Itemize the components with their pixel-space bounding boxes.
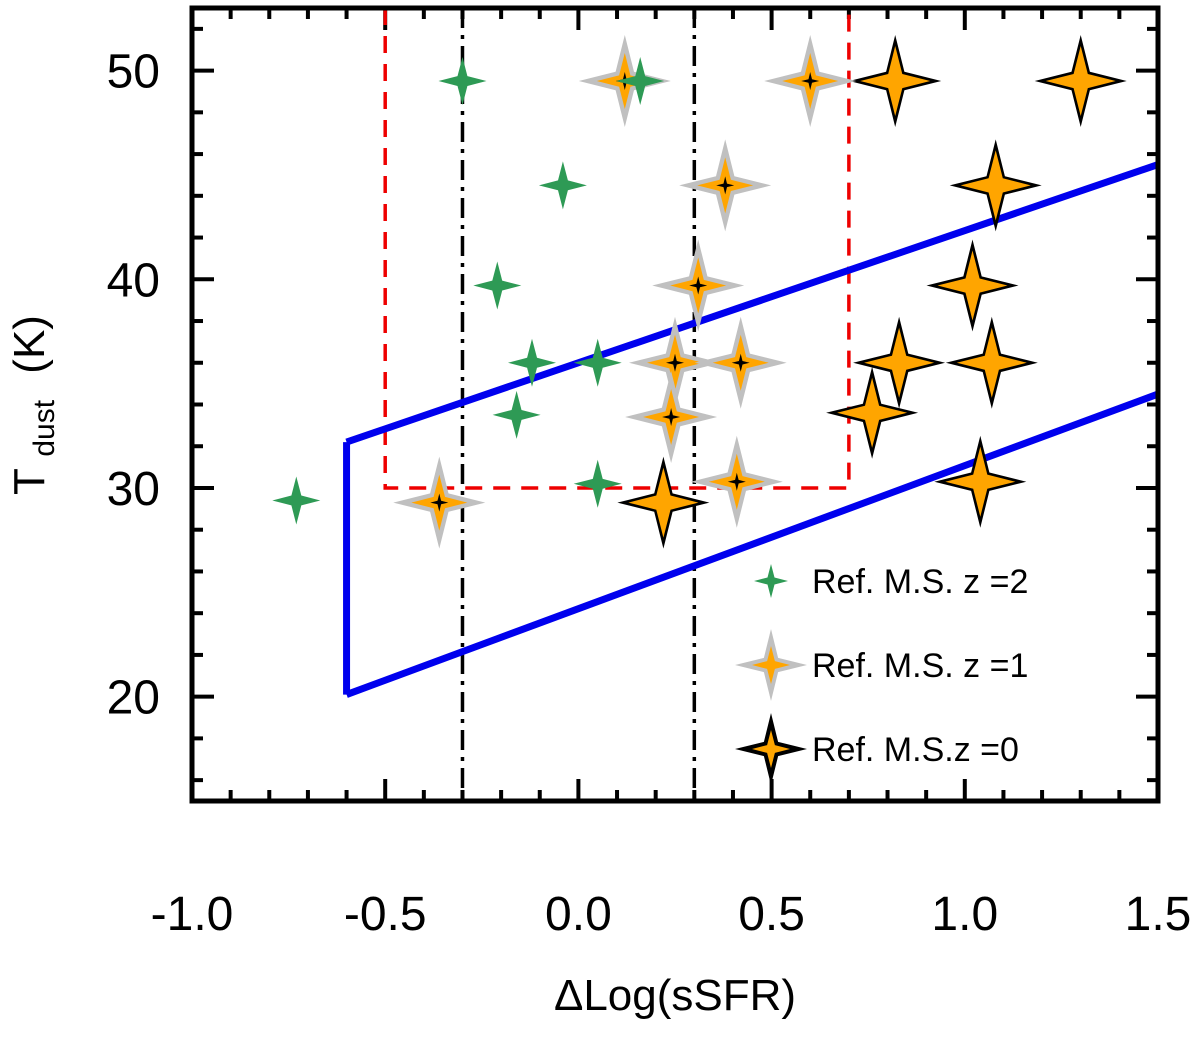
data-point — [694, 316, 787, 409]
data-point — [617, 456, 710, 549]
selection-box — [383, 8, 851, 490]
marker-fill — [628, 467, 699, 538]
data-point — [949, 139, 1042, 232]
marker-center — [801, 72, 820, 90]
data-point — [508, 338, 556, 387]
plot-frame — [189, 5, 1161, 804]
data-point — [679, 139, 772, 232]
region-line — [345, 390, 1160, 698]
data-point — [573, 459, 622, 508]
marker-fill — [945, 446, 1016, 517]
marker-star — [508, 338, 556, 387]
y-axis-title-sub: dust — [28, 399, 61, 456]
marker-center — [662, 408, 681, 426]
legend-label: Ref. M.S. z =1 — [812, 647, 1028, 685]
legend-marker — [754, 564, 788, 598]
marker-fill — [860, 46, 931, 116]
y-axis-title-unit: (K) — [5, 315, 54, 374]
data-points — [272, 35, 1127, 549]
data-point — [625, 371, 718, 463]
data-point — [492, 390, 541, 439]
data-point — [853, 316, 946, 409]
x-tick-label: -0.5 — [344, 888, 427, 941]
data-point — [438, 57, 487, 105]
y-tick-label: 40 — [107, 254, 160, 307]
x-axis-title: ΔLog(sSFR) — [554, 971, 796, 1020]
marker-center — [716, 176, 735, 195]
y-axis-title-main: T — [5, 469, 54, 495]
region-line — [345, 161, 1160, 446]
x-tick-label: 0.0 — [545, 888, 612, 941]
marker-center — [727, 472, 746, 491]
data-point — [945, 316, 1038, 409]
marker-star — [573, 338, 622, 387]
marker-fill — [837, 377, 908, 448]
data-point — [272, 476, 321, 525]
data-point — [764, 35, 857, 127]
legend: Ref. M.S. z =2 Ref. M.S. z =1 Ref. M.S.z =… — [735, 563, 1028, 785]
x-tick-label: 1.5 — [1125, 888, 1192, 941]
marker-star — [438, 57, 487, 105]
data-point — [538, 161, 587, 210]
data-point — [849, 35, 942, 127]
marker-center — [689, 276, 708, 295]
marker-star — [538, 161, 587, 210]
marker-star — [573, 459, 622, 508]
marker-fill — [1045, 46, 1116, 116]
legend-label: Ref. M.S. z =2 — [812, 563, 1028, 601]
marker-fill — [864, 327, 935, 398]
marker-star — [473, 261, 522, 310]
marker-fill — [960, 150, 1031, 221]
y-tick-label: 20 — [107, 672, 160, 725]
marker-center — [731, 353, 750, 372]
data-point — [1034, 35, 1127, 127]
data-point — [573, 338, 622, 387]
x-tick-label: 1.0 — [931, 888, 998, 941]
data-point — [473, 261, 522, 310]
marker-star — [492, 390, 541, 439]
marker-star — [272, 476, 321, 525]
data-point — [926, 239, 1019, 332]
legend-entry: Ref. M.S. z =1 — [735, 629, 1028, 701]
y-tick-label: 50 — [107, 46, 160, 99]
x-tick-labels: -1.0 -0.5 0.0 0.5 1.0 1.5 — [151, 888, 1192, 941]
marker-fill — [937, 250, 1008, 321]
marker-star — [616, 57, 665, 105]
legend-label: Ref. M.S.z =0 — [812, 731, 1019, 769]
y-tick-labels: 20 30 40 50 — [107, 46, 160, 725]
svg-text:T dust (K): T dust (K) — [5, 315, 64, 495]
data-point — [652, 239, 745, 332]
x-tick-label: -1.0 — [151, 888, 234, 941]
data-point — [616, 57, 665, 105]
legend-marker-fill — [752, 646, 790, 684]
marker-center — [430, 493, 449, 512]
y-axis-title: T dust (K) — [5, 315, 64, 495]
data-point — [629, 316, 721, 409]
legend-marker-fill — [752, 730, 790, 768]
data-point — [934, 435, 1027, 528]
legend-entry: Ref. M.S.z =0 — [735, 713, 1019, 785]
marker-center — [666, 353, 684, 372]
data-point — [690, 435, 783, 528]
x-tick-label: 0.5 — [738, 888, 805, 941]
marker-fill — [956, 327, 1027, 398]
y-tick-label: 30 — [107, 463, 160, 516]
data-point — [393, 456, 486, 549]
data-point — [826, 366, 919, 459]
legend-entry: Ref. M.S. z =2 — [754, 563, 1028, 601]
reference-lines — [343, 8, 1160, 801]
